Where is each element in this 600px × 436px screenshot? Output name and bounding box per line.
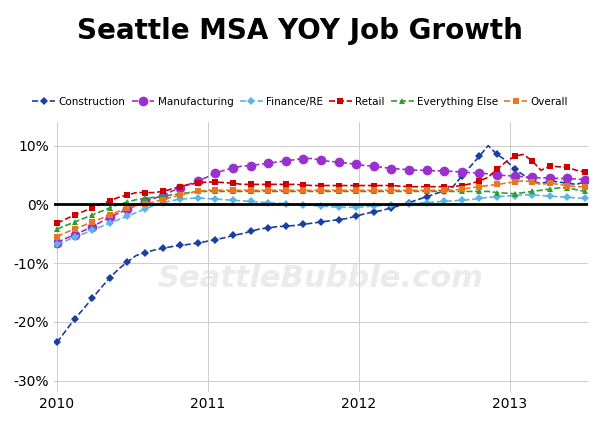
Retail <box>159 189 166 194</box>
Manufacturing <box>159 193 166 198</box>
Retail <box>370 183 377 188</box>
Finance/RE <box>370 204 377 209</box>
Retail <box>238 182 245 187</box>
Retail <box>176 184 184 189</box>
Overall <box>159 197 166 202</box>
Finance/RE <box>159 200 166 205</box>
Text: SeattleBubble.com: SeattleBubble.com <box>158 264 484 293</box>
Overall <box>520 178 527 184</box>
Retail <box>335 183 342 188</box>
Overall <box>238 187 245 193</box>
Manufacturing <box>520 174 527 179</box>
Everything Else <box>176 191 184 196</box>
Everything Else <box>511 191 518 196</box>
Overall <box>335 187 342 193</box>
Everything Else <box>370 189 377 194</box>
Overall <box>581 184 589 189</box>
Retail <box>511 153 518 159</box>
Everything Else <box>53 226 61 232</box>
Retail <box>581 170 589 175</box>
Construction <box>370 209 377 215</box>
Manufacturing <box>581 177 589 182</box>
Construction <box>520 172 527 177</box>
Retail <box>520 152 527 157</box>
Retail <box>53 221 61 226</box>
Finance/RE <box>53 242 61 247</box>
Line: Manufacturing: Manufacturing <box>52 153 590 247</box>
Construction <box>159 246 166 251</box>
Finance/RE <box>238 198 245 204</box>
Finance/RE <box>176 197 184 202</box>
Line: Construction: Construction <box>54 143 588 345</box>
Construction <box>581 179 589 184</box>
Finance/RE <box>581 196 589 201</box>
Manufacturing <box>379 165 386 170</box>
Overall <box>53 234 61 239</box>
Line: Overall: Overall <box>53 177 589 240</box>
Manufacturing <box>53 240 61 245</box>
Finance/RE <box>511 193 518 198</box>
Manufacturing <box>238 164 245 169</box>
Overall <box>370 187 377 193</box>
Everything Else <box>335 189 342 194</box>
Construction <box>176 243 184 248</box>
Overall <box>176 192 184 198</box>
Manufacturing <box>176 185 184 191</box>
Construction <box>238 231 245 236</box>
Line: Everything Else: Everything Else <box>53 184 589 232</box>
Construction <box>335 217 342 222</box>
Finance/RE <box>520 192 527 198</box>
Everything Else <box>555 185 562 191</box>
Manufacturing <box>300 156 307 161</box>
Finance/RE <box>335 204 342 210</box>
Overall <box>511 179 518 184</box>
Construction <box>485 143 492 148</box>
Everything Else <box>238 189 245 194</box>
Text: Seattle MSA YOY Job Growth: Seattle MSA YOY Job Growth <box>77 17 523 44</box>
Everything Else <box>581 189 589 194</box>
Manufacturing <box>344 160 351 166</box>
Construction <box>53 340 61 345</box>
Everything Else <box>159 194 166 199</box>
Legend: Construction, Manufacturing, Finance/RE, Retail, Everything Else, Overall: Construction, Manufacturing, Finance/RE,… <box>28 92 572 111</box>
Line: Retail: Retail <box>53 151 589 227</box>
Line: Finance/RE: Finance/RE <box>54 192 588 247</box>
